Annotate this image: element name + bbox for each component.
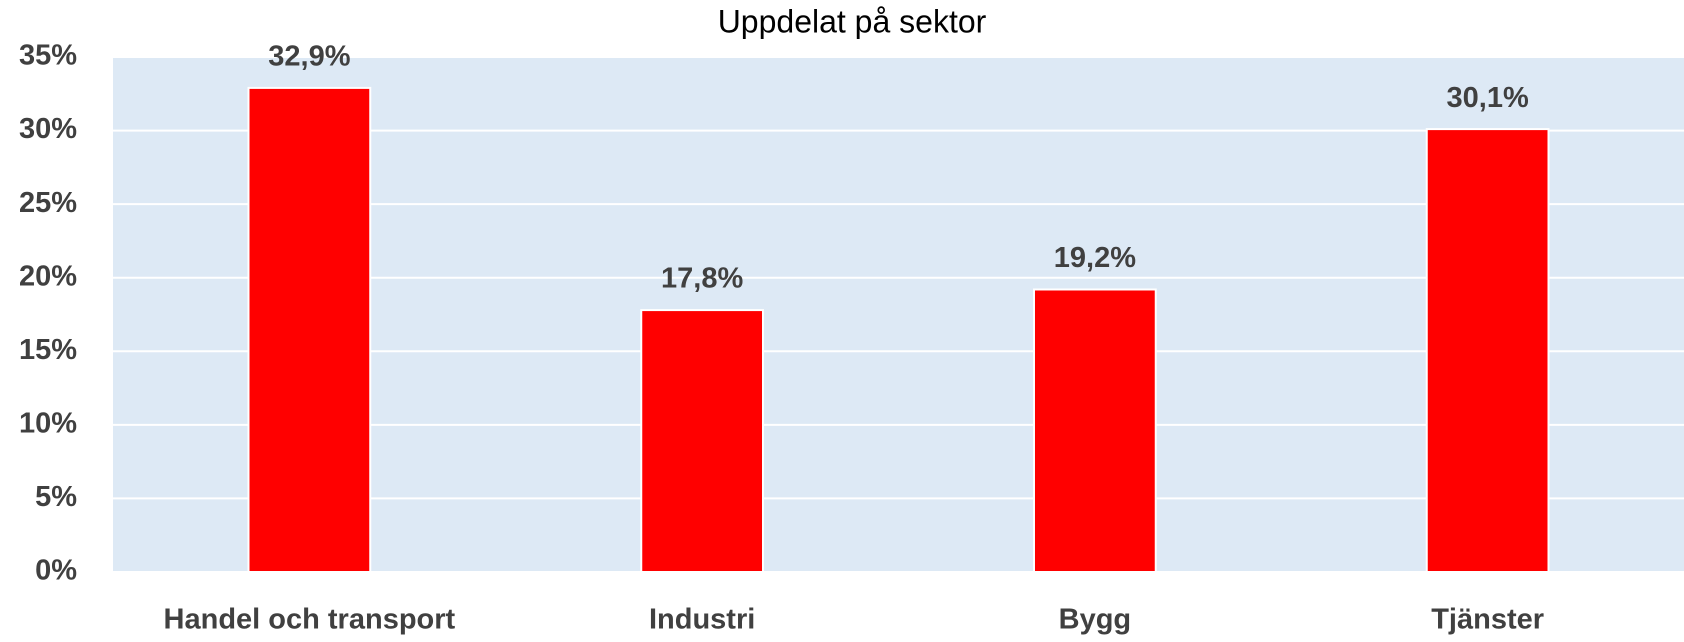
y-tick-label: 0% — [35, 555, 77, 587]
data-label: 30,1% — [1447, 82, 1529, 114]
y-tick-label: 15% — [19, 334, 77, 366]
bar — [247, 86, 372, 574]
x-tick-label: Bygg — [1059, 604, 1132, 636]
y-tick-label: 30% — [19, 113, 77, 145]
bar — [1032, 288, 1157, 573]
x-tick-label: Tjänster — [1431, 604, 1544, 636]
y-tick-label: 20% — [19, 260, 77, 292]
y-tick-label: 25% — [19, 187, 77, 219]
data-label: 32,9% — [268, 41, 350, 73]
data-label: 19,2% — [1054, 242, 1136, 274]
bar — [1425, 128, 1550, 573]
chart-title: Uppdelat på sektor — [718, 3, 987, 39]
y-tick-label: 5% — [35, 481, 77, 513]
data-label: 17,8% — [661, 263, 743, 295]
x-tick-label: Handel och transport — [164, 604, 456, 636]
plot-area — [113, 57, 1684, 572]
x-tick-label: Industri — [649, 604, 755, 636]
y-tick-label: 35% — [19, 40, 77, 72]
y-tick-label: 10% — [19, 408, 77, 440]
bar — [640, 309, 765, 573]
